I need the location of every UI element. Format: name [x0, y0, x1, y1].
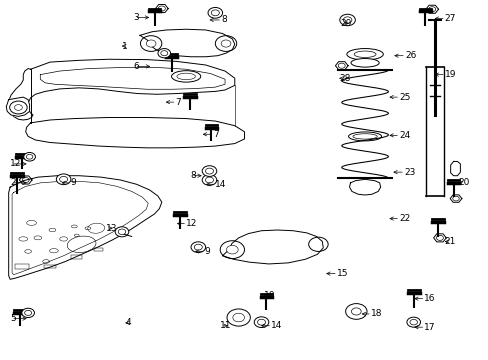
Circle shape	[351, 308, 361, 315]
Text: 7: 7	[212, 130, 218, 139]
Text: 9: 9	[70, 178, 76, 187]
Ellipse shape	[350, 59, 378, 67]
Circle shape	[202, 175, 216, 185]
Text: 15: 15	[336, 269, 347, 278]
Circle shape	[409, 319, 417, 325]
Circle shape	[339, 14, 355, 26]
Text: 14: 14	[271, 321, 282, 330]
Circle shape	[161, 51, 167, 56]
Circle shape	[205, 177, 213, 183]
Circle shape	[115, 227, 128, 237]
Bar	[94, 248, 103, 251]
Text: 5: 5	[10, 314, 16, 323]
Circle shape	[232, 313, 244, 322]
Circle shape	[60, 176, 67, 182]
Circle shape	[146, 40, 156, 47]
Polygon shape	[9, 176, 162, 279]
Polygon shape	[6, 97, 30, 116]
Text: 14: 14	[215, 180, 226, 189]
Circle shape	[205, 168, 213, 174]
Text: 8: 8	[221, 15, 226, 24]
Circle shape	[221, 40, 230, 47]
Text: 26: 26	[404, 51, 415, 60]
Circle shape	[22, 308, 34, 318]
Text: 27: 27	[444, 14, 455, 23]
Bar	[15, 264, 29, 269]
Text: 3: 3	[133, 13, 139, 22]
Circle shape	[158, 49, 170, 58]
Circle shape	[15, 105, 22, 111]
Text: 12: 12	[10, 159, 21, 168]
Text: 6: 6	[133, 62, 139, 71]
Circle shape	[343, 17, 351, 23]
Bar	[44, 265, 56, 268]
Circle shape	[406, 317, 420, 327]
Text: 29: 29	[340, 19, 351, 28]
Circle shape	[191, 242, 205, 252]
Text: 9: 9	[204, 247, 210, 256]
Polygon shape	[349, 179, 380, 195]
Circle shape	[211, 10, 219, 16]
Text: 11: 11	[220, 321, 231, 330]
Circle shape	[207, 8, 222, 18]
Text: 16: 16	[424, 294, 435, 303]
Text: 24: 24	[398, 131, 409, 140]
Text: 20: 20	[458, 178, 469, 187]
Circle shape	[345, 303, 366, 319]
Text: 18: 18	[370, 310, 382, 319]
Text: 10: 10	[264, 291, 275, 300]
Circle shape	[24, 310, 32, 315]
Circle shape	[202, 166, 216, 176]
Polygon shape	[9, 59, 234, 120]
Polygon shape	[222, 230, 323, 264]
Text: 25: 25	[398, 93, 409, 102]
Circle shape	[24, 153, 35, 161]
Text: 28: 28	[339, 74, 350, 83]
Text: 1: 1	[122, 41, 127, 50]
Circle shape	[118, 229, 125, 235]
Text: 12: 12	[186, 219, 197, 228]
Circle shape	[56, 174, 71, 185]
Text: 7: 7	[175, 98, 181, 107]
Circle shape	[194, 244, 202, 250]
Polygon shape	[140, 29, 234, 57]
Text: 8: 8	[190, 171, 195, 180]
Text: 22: 22	[398, 214, 409, 223]
Circle shape	[26, 154, 33, 159]
Text: 13: 13	[106, 224, 117, 233]
Circle shape	[257, 319, 265, 325]
Text: 2: 2	[10, 178, 16, 187]
Text: 23: 23	[403, 168, 414, 177]
Circle shape	[226, 246, 238, 254]
Text: 21: 21	[444, 237, 455, 246]
Bar	[71, 255, 82, 258]
Text: 4: 4	[125, 318, 131, 327]
Text: 19: 19	[444, 70, 455, 79]
Polygon shape	[26, 117, 244, 148]
Circle shape	[254, 317, 268, 328]
Ellipse shape	[346, 49, 383, 60]
Text: 17: 17	[424, 323, 435, 332]
